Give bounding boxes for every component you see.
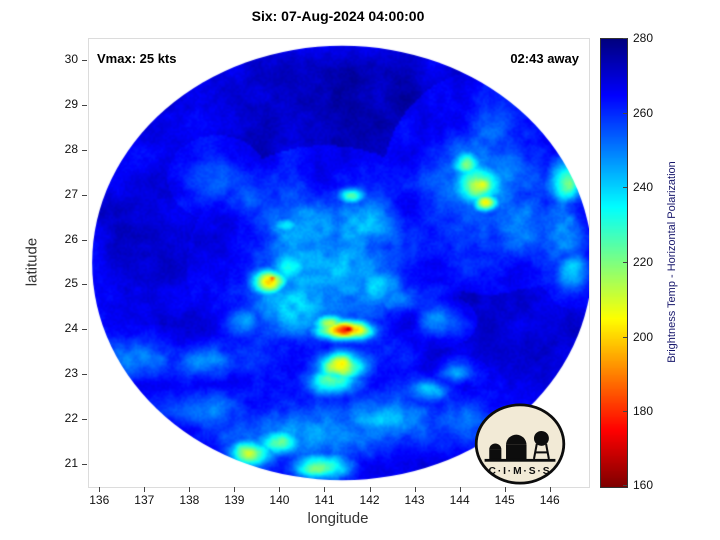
x-tick-mark bbox=[99, 487, 101, 492]
y-tick-mark bbox=[82, 463, 87, 465]
x-tick-label: 136 bbox=[89, 493, 110, 507]
colorbar-tick-label: 280 bbox=[633, 31, 654, 45]
y-tick-mark bbox=[82, 239, 87, 241]
x-tick-label: 142 bbox=[359, 493, 380, 507]
x-tick-label: 138 bbox=[179, 493, 200, 507]
colorbar-tick-label: 200 bbox=[633, 329, 654, 344]
observatory-silhouette-icon bbox=[484, 430, 556, 462]
x-tick-mark bbox=[414, 487, 416, 492]
tower-legs-icon bbox=[532, 443, 550, 460]
x-tick-label: 146 bbox=[539, 493, 560, 507]
x-axis-label: longitude bbox=[307, 510, 369, 527]
x-tick-label: 139 bbox=[224, 493, 245, 507]
x-tick-label: 140 bbox=[269, 493, 290, 507]
y-tick-label: 24 bbox=[64, 321, 78, 336]
x-tick-mark bbox=[234, 487, 236, 492]
x-tick-label: 143 bbox=[404, 493, 425, 507]
colorbar-tick-label: 220 bbox=[633, 255, 654, 269]
colorbar-tick-mark bbox=[623, 187, 627, 189]
colorbar-tick-mark bbox=[623, 262, 627, 263]
y-tick-mark bbox=[82, 60, 87, 62]
x-tick-label: 145 bbox=[494, 493, 515, 507]
y-tick-label: 26 bbox=[64, 231, 78, 246]
colorbar-tick-mark bbox=[623, 112, 627, 114]
colorbar-tick-mark bbox=[623, 411, 627, 413]
x-tick-label: 137 bbox=[134, 493, 155, 507]
x-tick-mark bbox=[279, 487, 281, 492]
x-tick-mark bbox=[504, 487, 506, 492]
x-tick-label: 144 bbox=[449, 493, 470, 507]
y-tick-mark bbox=[82, 105, 87, 107]
x-tick-mark bbox=[459, 487, 461, 492]
colorbar-tick-label: 160 bbox=[633, 478, 654, 492]
x-tick-mark bbox=[189, 487, 191, 492]
y-tick-label: 21 bbox=[64, 455, 78, 470]
y-tick-mark bbox=[82, 150, 87, 151]
colorbar-tick-mark bbox=[623, 485, 627, 486]
y-tick-label: 29 bbox=[64, 97, 78, 112]
y-tick-label: 27 bbox=[64, 186, 78, 201]
x-tick-mark bbox=[144, 487, 146, 492]
eta-annotation: 02:43 away bbox=[510, 51, 579, 66]
y-tick-mark bbox=[82, 374, 87, 375]
y-tick-mark bbox=[82, 284, 87, 286]
x-tick-mark bbox=[549, 487, 551, 492]
y-tick-label: 28 bbox=[64, 142, 78, 156]
colorbar-tick-label: 180 bbox=[633, 404, 654, 419]
x-tick-label: 141 bbox=[314, 493, 335, 507]
vmax-annotation: Vmax: 25 kts bbox=[97, 51, 177, 66]
plot-title: Six: 07-Aug-2024 04:00:00 bbox=[251, 8, 425, 24]
y-tick-label: 23 bbox=[64, 366, 78, 380]
cimss-logo: C·I·M·S·S bbox=[474, 403, 566, 485]
x-tick-mark bbox=[369, 487, 371, 492]
colorbar-tick-mark bbox=[623, 336, 627, 338]
colorbar-tick-label: 260 bbox=[633, 105, 654, 120]
y-tick-label: 25 bbox=[64, 276, 78, 291]
colorbar-canvas bbox=[600, 38, 628, 488]
y-tick-mark bbox=[82, 329, 87, 331]
x-tick-mark bbox=[324, 487, 326, 492]
y-tick-label: 22 bbox=[64, 410, 78, 425]
colorbar-tick-label: 240 bbox=[633, 180, 654, 195]
plot-area: Vmax: 25 kts 02:43 away C·I·M·S·S bbox=[88, 38, 590, 488]
y-tick-mark bbox=[82, 194, 87, 196]
colorbar-label: Brightness Temp - Horizontal Polarizatio… bbox=[666, 161, 678, 363]
logo-text: C·I·M·S·S bbox=[489, 466, 552, 477]
colorbar-tick-mark bbox=[623, 38, 627, 39]
y-tick-label: 30 bbox=[64, 52, 78, 67]
y-tick-mark bbox=[82, 418, 87, 420]
